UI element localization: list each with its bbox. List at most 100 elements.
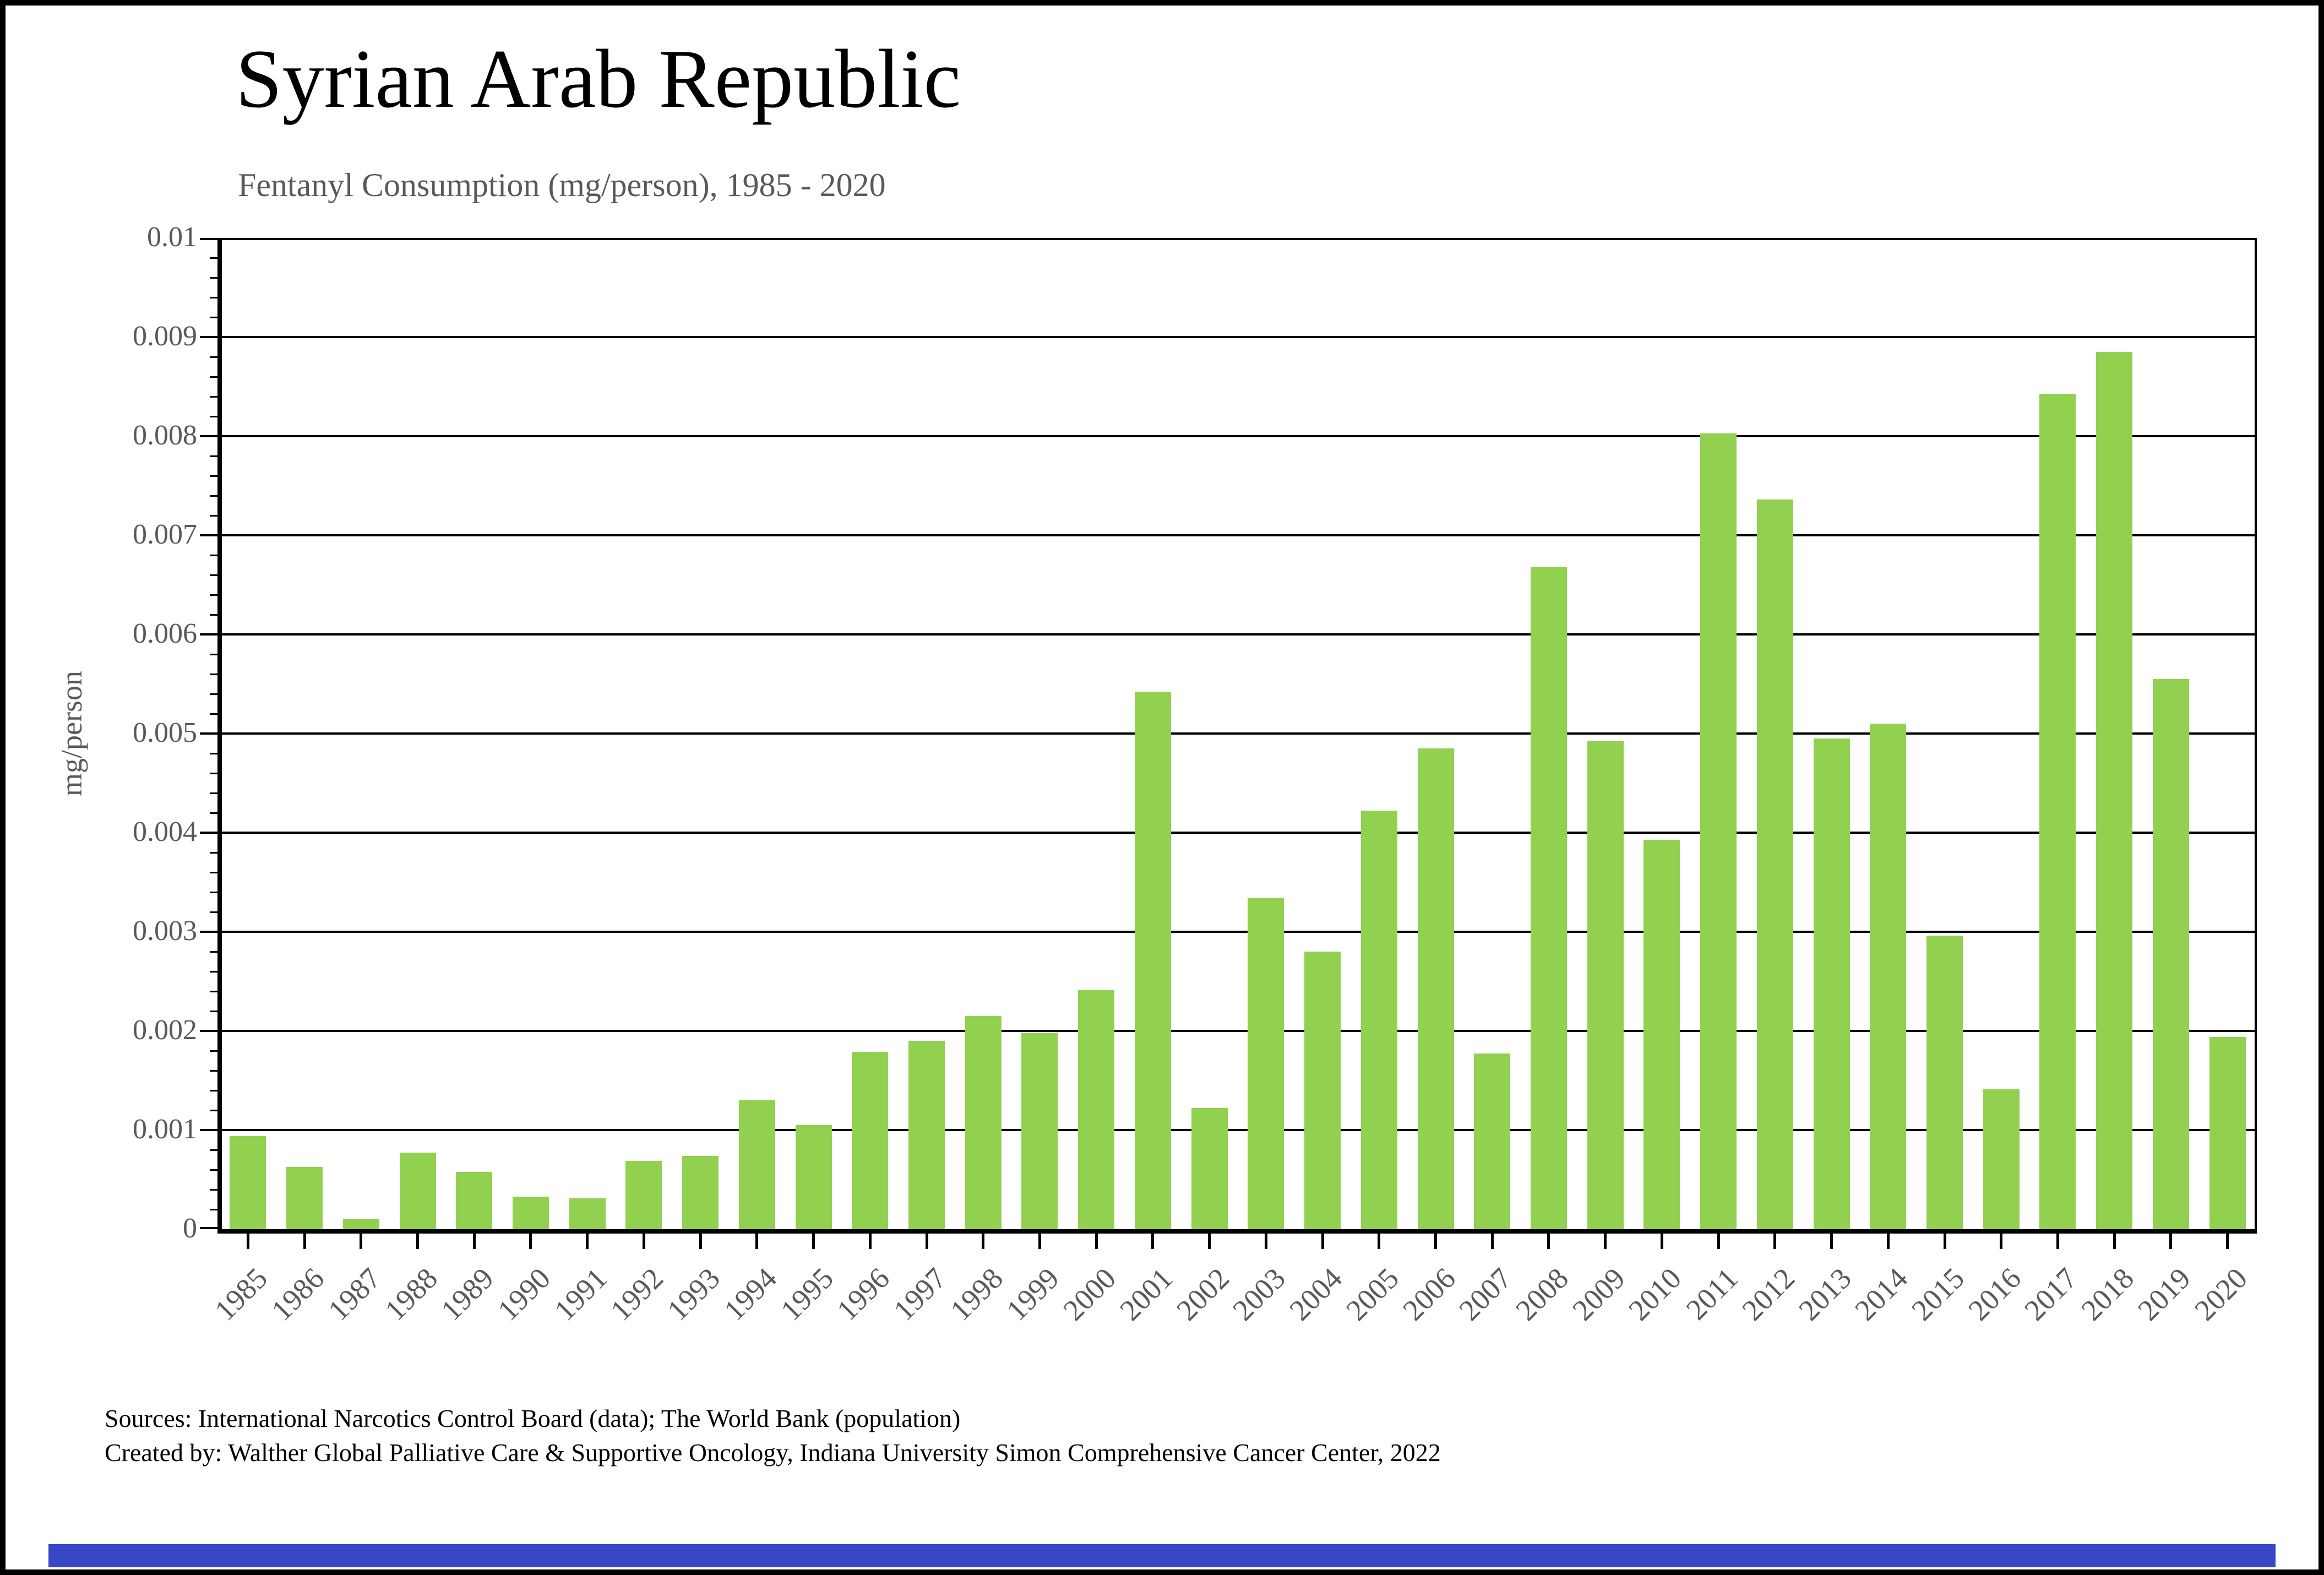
y-minor-tick (210, 455, 218, 457)
gridline-0.007 (220, 534, 2257, 536)
bar-2020 (2209, 1036, 2246, 1229)
x-tick-1985 (246, 1234, 249, 1249)
bar-1990 (512, 1196, 549, 1229)
x-tick-1990 (529, 1234, 532, 1249)
y-minor-tick (210, 713, 218, 715)
x-tick-1991 (586, 1234, 589, 1249)
footer: Sources: International Narcotics Control… (105, 1402, 1441, 1470)
y-minor-tick (210, 693, 218, 695)
y-axis-line (217, 238, 222, 1234)
y-minor-tick (210, 416, 218, 417)
x-tick-1999 (1038, 1234, 1041, 1249)
x-tick-2019 (2169, 1234, 2173, 1249)
x-tick-1996 (868, 1234, 872, 1249)
y-major-tick-0.003 (200, 931, 219, 933)
y-minor-tick (210, 654, 218, 655)
y-tick-label-0: 0 (183, 1213, 197, 1244)
x-tick-label-1997: 1997 (887, 1261, 953, 1327)
footer-created-by: Created by: Walther Global Palliative Ca… (105, 1438, 1441, 1467)
gridline-0.008 (220, 435, 2257, 437)
x-tick-1989 (472, 1234, 476, 1249)
bar-2008 (1530, 567, 1567, 1229)
y-minor-tick (210, 852, 218, 854)
x-axis-line (217, 1229, 2257, 1234)
bar-1995 (795, 1125, 832, 1229)
y-minor-tick (210, 674, 218, 675)
bar-1999 (1021, 1033, 1058, 1229)
bar-1989 (456, 1171, 493, 1229)
bar-1996 (852, 1051, 889, 1229)
x-tick-label-2006: 2006 (1396, 1261, 1462, 1327)
x-tick-label-1990: 1990 (491, 1261, 557, 1327)
x-tick-label-1985: 1985 (208, 1261, 274, 1327)
bar-2007 (1474, 1053, 1511, 1229)
x-tick-1993 (699, 1234, 702, 1249)
bar-1986 (286, 1166, 323, 1229)
bar-2010 (1643, 839, 1680, 1229)
y-minor-tick (210, 495, 218, 497)
bar-2016 (1983, 1089, 2020, 1229)
x-tick-2008 (1547, 1234, 1550, 1249)
x-tick-2020 (2226, 1234, 2229, 1249)
x-tick-label-1989: 1989 (434, 1261, 500, 1327)
y-minor-tick (210, 911, 218, 913)
bar-2000 (1078, 990, 1115, 1229)
y-major-tick-0.006 (200, 633, 219, 636)
y-major-tick-0.001 (200, 1129, 219, 1131)
y-minor-tick (210, 614, 218, 616)
x-tick-1988 (416, 1234, 420, 1249)
x-tick-label-2017: 2017 (2018, 1261, 2084, 1327)
y-tick-label-0.01: 0.01 (147, 221, 197, 253)
page-title: Syrian Arab Republic (236, 32, 961, 125)
bar-2015 (1926, 936, 1963, 1229)
y-minor-tick (210, 1110, 218, 1111)
x-tick-2017 (2056, 1234, 2059, 1249)
y-major-tick-0.005 (200, 732, 219, 735)
bar-1987 (342, 1219, 379, 1229)
y-major-tick-0.009 (200, 336, 219, 338)
x-tick-2000 (1095, 1234, 1098, 1249)
bar-2011 (1700, 433, 1737, 1229)
x-tick-label-1993: 1993 (661, 1261, 727, 1327)
y-major-tick-0.004 (200, 832, 219, 834)
plot-area (200, 238, 2257, 1249)
x-tick-label-1992: 1992 (604, 1261, 670, 1327)
y-minor-tick (210, 317, 218, 318)
x-tick-2003 (1264, 1234, 1267, 1249)
gridline-0.006 (220, 633, 2257, 636)
x-tick-label-2014: 2014 (1848, 1261, 1914, 1327)
y-tick-label-0.008: 0.008 (133, 420, 197, 451)
y-minor-tick (210, 376, 218, 378)
x-tick-label-1999: 1999 (1000, 1261, 1066, 1327)
x-tick-label-1986: 1986 (265, 1261, 331, 1327)
bar-1988 (399, 1153, 436, 1229)
bar-2003 (1248, 898, 1285, 1229)
x-tick-label-2020: 2020 (2187, 1261, 2254, 1327)
bar-2018 (2096, 352, 2133, 1229)
x-tick-2009 (1604, 1234, 1607, 1249)
y-major-tick-0.007 (200, 534, 219, 536)
y-tick-label-0.005: 0.005 (133, 717, 197, 748)
y-minor-tick (210, 1090, 218, 1091)
y-minor-tick (210, 297, 218, 298)
x-tick-2016 (2000, 1234, 2003, 1249)
x-tick-label-1994: 1994 (717, 1261, 783, 1327)
y-major-tick-0 (200, 1227, 219, 1229)
y-minor-tick (210, 396, 218, 398)
bar-2002 (1191, 1108, 1228, 1229)
bar-2012 (1756, 499, 1793, 1229)
y-major-tick-0.002 (200, 1030, 219, 1032)
x-tick-2001 (1151, 1234, 1155, 1249)
y-minor-tick (210, 515, 218, 517)
bar-1998 (965, 1016, 1002, 1229)
bar-1985 (230, 1136, 266, 1229)
x-tick-1994 (755, 1234, 759, 1249)
y-minor-tick (210, 991, 218, 992)
x-tick-2005 (1378, 1234, 1381, 1249)
x-tick-2014 (1886, 1234, 1890, 1249)
bottom-blue-bar (48, 1544, 2276, 1567)
x-tick-label-2011: 2011 (1679, 1261, 1745, 1327)
x-tick-label-2002: 2002 (1169, 1261, 1236, 1327)
gridline-top (220, 238, 2257, 240)
